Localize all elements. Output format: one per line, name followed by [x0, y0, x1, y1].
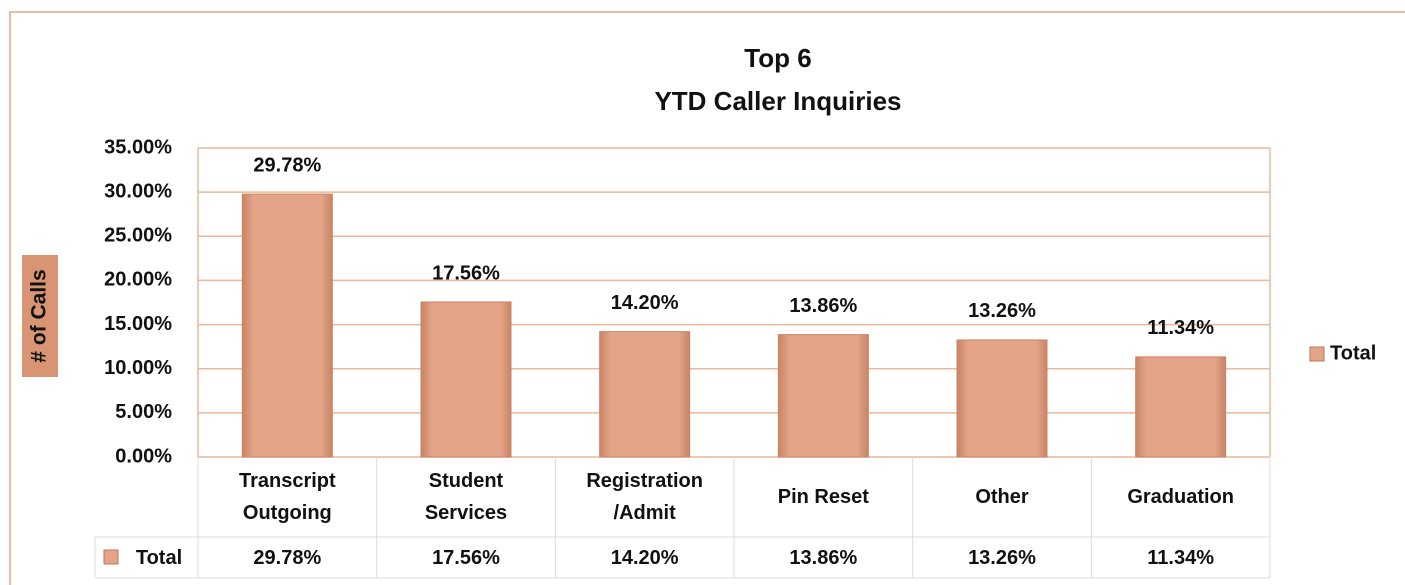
- data-label: 11.34%: [1147, 317, 1214, 339]
- x-tick-label: Registration /Admit: [586, 470, 703, 524]
- table-value: 13.86%: [789, 546, 858, 569]
- bar: [241, 193, 333, 458]
- table-value: 17.56%: [432, 546, 500, 569]
- table-value: 13.26%: [968, 546, 1036, 569]
- y-tick-label: 10.00%: [104, 357, 172, 379]
- bar: [420, 301, 512, 458]
- chart-title: Top 6: [744, 43, 811, 73]
- data-label: 13.26%: [968, 300, 1036, 322]
- chart-subtitle: YTD Caller Inquiries: [654, 86, 901, 116]
- x-tick-label: Pin Reset: [777, 486, 869, 508]
- y-tick-label: 30.00%: [104, 180, 172, 202]
- y-tick-label: 25.00%: [104, 225, 172, 247]
- x-tick-label: Transcript Outgoing: [238, 470, 336, 524]
- table-value: 11.34%: [1147, 546, 1215, 569]
- y-label-box: [22, 255, 58, 377]
- bar: [599, 331, 691, 458]
- x-tick-label: Other: [975, 486, 1029, 508]
- data-label: 17.56%: [432, 262, 500, 284]
- bar: [777, 334, 869, 458]
- table-value: 29.78%: [253, 546, 322, 569]
- bar: [956, 339, 1048, 458]
- y-tick-label: 35.00%: [104, 136, 172, 158]
- chart-border: [9, 11, 1405, 585]
- y-tick-label: 20.00%: [104, 269, 172, 291]
- table-series-name: Total: [135, 546, 183, 569]
- data-label: 29.78%: [253, 154, 321, 176]
- x-tick-label: Graduation: [1127, 486, 1234, 508]
- x-tick-label: Student Services: [424, 470, 508, 524]
- legend-key: [1309, 346, 1325, 362]
- y-tick-label: 5.00%: [115, 401, 172, 423]
- data-label: 13.86%: [789, 295, 857, 317]
- legend-key: [103, 549, 119, 565]
- y-axis-label: # of Calls: [28, 269, 51, 362]
- bar: [1135, 356, 1227, 458]
- data-label: 14.20%: [611, 292, 679, 314]
- table-value: 14.20%: [610, 546, 679, 569]
- y-tick-label: 0.00%: [115, 445, 172, 467]
- y-tick-label: 15.00%: [104, 313, 172, 335]
- legend-label: Total: [1330, 342, 1376, 364]
